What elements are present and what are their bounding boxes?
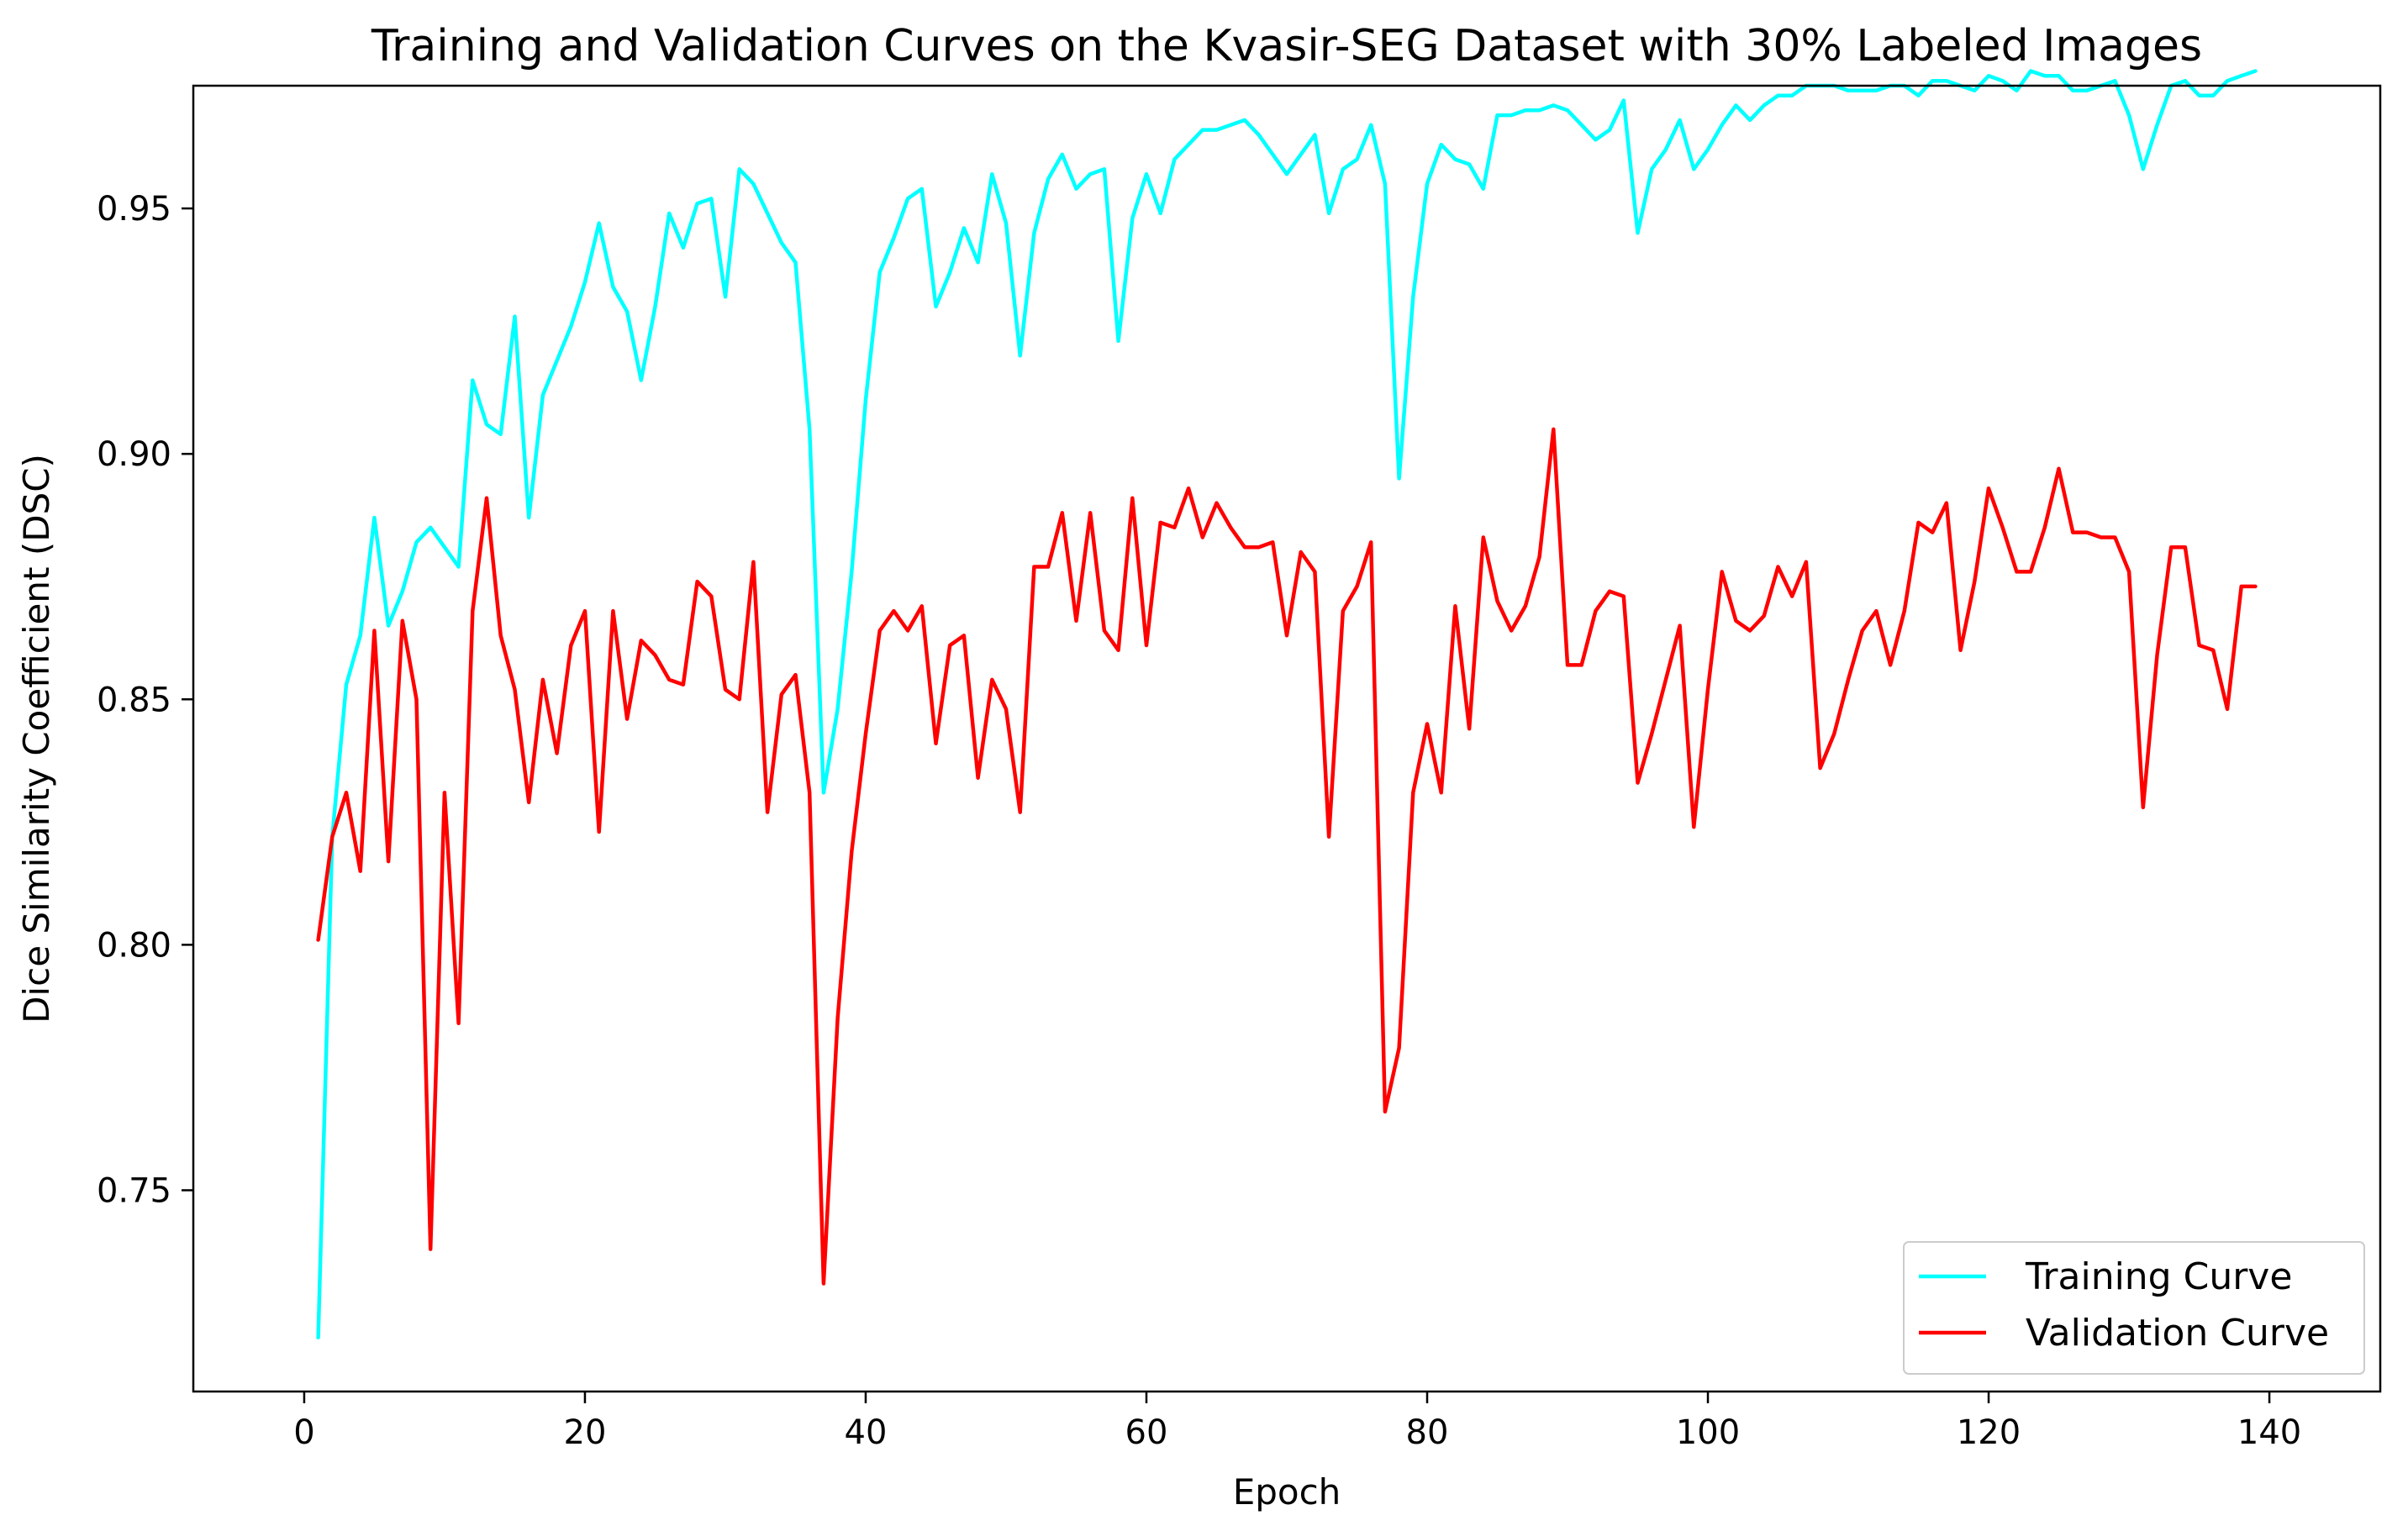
validation-curve-line xyxy=(316,427,2258,1286)
chart-title: Training and Validation Curves on the Kv… xyxy=(371,21,2202,71)
legend-box xyxy=(1903,1241,2365,1375)
y-axis: 0.75 0.80 0.85 0.90 0.95 xyxy=(97,190,193,1210)
x-tick-label: 40 xyxy=(845,1413,888,1452)
x-tick-label: 60 xyxy=(1125,1413,1168,1452)
y-tick-label: 0.80 xyxy=(97,926,171,965)
x-tick-label: 80 xyxy=(1406,1413,1449,1452)
y-tick-label: 0.85 xyxy=(97,681,171,719)
x-tick-label: 20 xyxy=(564,1413,607,1452)
plot-frame xyxy=(192,84,2382,1393)
y-tick-label: 0.95 xyxy=(97,190,171,229)
training-curve-line xyxy=(316,69,2258,1339)
y-tick-label: 0.90 xyxy=(97,435,171,474)
plot-area xyxy=(316,69,2258,1339)
x-axis: 0 20 40 60 80 100 120 140 xyxy=(293,1392,2301,1452)
x-tick-label: 140 xyxy=(2237,1413,2301,1452)
x-tick-label: 100 xyxy=(1676,1413,1740,1452)
y-tick-label: 0.75 xyxy=(97,1171,171,1210)
x-tick-label: 120 xyxy=(1957,1413,2021,1452)
x-tick-label: 0 xyxy=(293,1413,314,1452)
legend-label-training: Training Curve xyxy=(2025,1255,2292,1298)
y-axis-title: Dice Similarity Coefficient (DSC) xyxy=(16,454,57,1023)
legend: Training Curve Validation Curve xyxy=(1903,1241,2365,1375)
legend-label-validation: Validation Curve xyxy=(2026,1312,2329,1355)
x-axis-title: Epoch xyxy=(1233,1471,1341,1513)
